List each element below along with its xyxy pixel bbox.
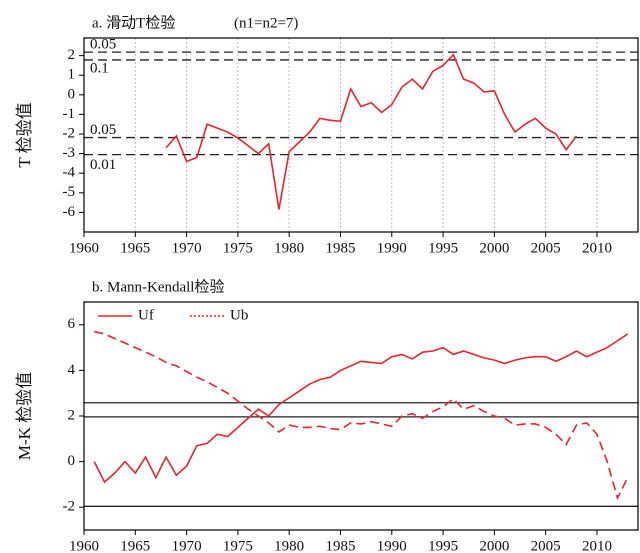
legend-label: Ub (230, 307, 248, 323)
x-tick-label: 1985 (325, 240, 355, 256)
y-tick-label: -2 (63, 499, 76, 515)
y-tick-label: 2 (68, 407, 76, 423)
y-tick-label: 0 (68, 86, 76, 102)
x-tick-label: 1960 (69, 538, 99, 553)
x-tick-label: 1985 (325, 538, 355, 553)
x-tick-label: 2005 (531, 538, 561, 553)
data-line (165, 53, 578, 210)
x-tick-label: 1990 (377, 240, 407, 256)
x-tick-label: 1970 (172, 538, 202, 553)
x-tick-label: 1975 (223, 538, 253, 553)
data-line (93, 333, 629, 484)
x-tick-label: 2010 (582, 240, 612, 256)
plot-frame (83, 301, 639, 531)
y-tick-label: 0 (68, 453, 76, 469)
y-tick-label: -2 (63, 125, 76, 141)
reference-label: 0.1 (90, 60, 109, 76)
x-tick-label: 2000 (479, 538, 509, 553)
y-tick-label: -6 (63, 204, 76, 220)
x-tick-label: 1995 (428, 240, 458, 256)
plot-frame (83, 37, 639, 233)
y-axis-label: M-K 检验值 (15, 372, 34, 460)
x-tick-label: 1990 (377, 538, 407, 553)
y-tick-label: -1 (63, 106, 76, 122)
x-tick-label: 1965 (120, 240, 150, 256)
chart-title: a. 滑动T检验 (92, 14, 175, 31)
legend-label: Uf (138, 307, 154, 323)
reference-label: 0.05 (90, 37, 116, 53)
y-tick-label: -4 (63, 165, 76, 181)
y-tick-label: -5 (63, 184, 76, 200)
y-tick-label: 4 (68, 362, 76, 378)
data-line (94, 330, 629, 501)
x-tick-label: 1975 (223, 240, 253, 256)
y-tick-label: 1 (68, 67, 76, 83)
reference-label: 0.01 (90, 157, 116, 173)
y-tick-label: 2 (68, 47, 76, 63)
y-axis-label: T 检验值 (15, 102, 34, 167)
y-tick-label: 6 (68, 316, 76, 332)
y-tick-label: -3 (63, 145, 76, 161)
x-tick-label: 2000 (479, 240, 509, 256)
reference-label: 0.05 (90, 122, 116, 138)
x-tick-label: 1995 (428, 538, 458, 553)
x-tick-label: 1960 (69, 240, 99, 256)
x-tick-label: 1965 (120, 538, 150, 553)
x-tick-label: 1980 (274, 240, 304, 256)
chart-title: b. Mann-Kendall检验 (92, 278, 224, 295)
x-tick-label: 2005 (531, 240, 561, 256)
x-tick-label: 1980 (274, 538, 304, 553)
x-tick-label: 1970 (172, 240, 202, 256)
chart-subtitle: (n1=n2=7) (234, 15, 298, 31)
x-tick-label: 2010 (582, 538, 612, 553)
